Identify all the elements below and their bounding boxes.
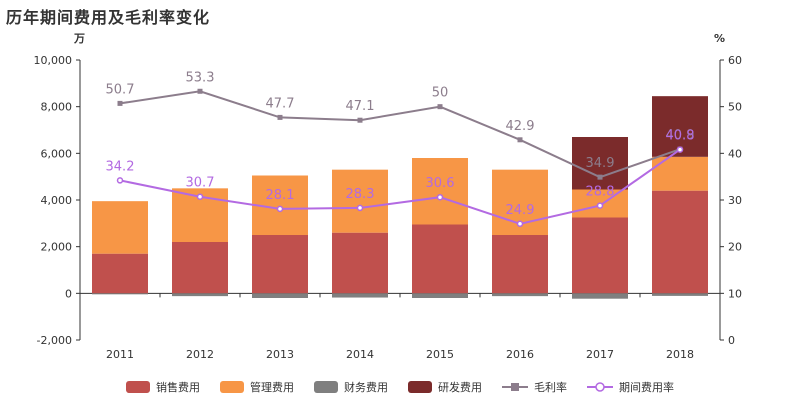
line-marker xyxy=(437,104,443,110)
left-axis-unit: 万 xyxy=(73,32,85,45)
data-label: 28.1 xyxy=(266,188,295,203)
legend-label: 销售费用 xyxy=(156,380,200,394)
right-axis-unit: % xyxy=(714,32,725,45)
right-tick-label: 40 xyxy=(728,147,742,160)
bar-segment xyxy=(332,232,388,294)
legend-swatch xyxy=(126,381,150,393)
data-label: 28.3 xyxy=(346,187,375,202)
x-tick-label: 2018 xyxy=(666,348,694,361)
bar-segment xyxy=(492,293,548,297)
data-label: 50.7 xyxy=(106,82,135,97)
right-tick-label: 20 xyxy=(728,241,742,254)
x-tick-label: 2011 xyxy=(106,348,134,361)
line-marker xyxy=(436,193,444,201)
bar-segment xyxy=(172,293,228,297)
data-label: 42.9 xyxy=(506,119,535,134)
legend: 销售费用 管理费用 财务费用 研发费用 毛利率 期间费用率 xyxy=(126,380,674,394)
left-tick-label: 6,000 xyxy=(41,147,73,160)
bar-segment xyxy=(92,253,148,294)
line-marker xyxy=(117,100,123,106)
legend-label: 期间费用率 xyxy=(619,380,674,394)
bar-segment xyxy=(572,293,628,299)
bar-segment xyxy=(412,158,468,225)
legend-marker xyxy=(511,383,519,391)
line-marker xyxy=(356,204,364,212)
data-label: 50 xyxy=(432,86,449,101)
bar-segment xyxy=(572,217,628,294)
right-tick-label: 0 xyxy=(728,334,735,347)
left-tick-label: 0 xyxy=(65,287,72,300)
legend-marker xyxy=(595,382,605,392)
bar-segment xyxy=(332,293,388,298)
bar-segment xyxy=(652,156,708,191)
line-marker xyxy=(197,88,203,94)
legend-label: 管理费用 xyxy=(250,380,294,394)
line-marker xyxy=(357,117,363,123)
bar-segment xyxy=(492,235,548,294)
line-marker xyxy=(196,193,204,200)
data-label: 34.9 xyxy=(586,156,615,171)
data-label: 40.9 xyxy=(666,128,695,143)
x-tick-label: 2017 xyxy=(586,348,614,361)
legend-label: 财务费用 xyxy=(344,380,388,394)
bar-segment xyxy=(172,242,228,294)
x-tick-label: 2015 xyxy=(426,348,454,361)
right-tick-label: 60 xyxy=(728,54,742,67)
bars-group xyxy=(92,96,708,299)
bar-segment xyxy=(652,293,708,296)
bar-segment xyxy=(92,293,148,295)
line-marker xyxy=(277,114,283,120)
bar-segment xyxy=(252,293,308,298)
legend-swatch xyxy=(408,381,432,393)
line-marker xyxy=(676,146,684,153)
data-labels-group: 50.7 53.3 47.7 47.1 50 42.9 34.9 40.9 34.2 30.7 28… xyxy=(106,70,695,218)
bar-segment xyxy=(92,201,148,254)
left-tick-label: 4,000 xyxy=(41,194,73,207)
data-label: 47.7 xyxy=(266,96,295,111)
bar-segment xyxy=(572,137,628,190)
data-label: 40.8 xyxy=(666,129,695,144)
data-label: 30.7 xyxy=(186,176,215,191)
series-line xyxy=(119,90,681,179)
left-tick-label: -2,000 xyxy=(37,334,72,347)
right-tick-label: 30 xyxy=(728,194,742,207)
line-marker xyxy=(116,177,124,184)
left-tick-label: 8,000 xyxy=(41,101,73,114)
line-marker xyxy=(596,202,604,209)
legend-label: 研发费用 xyxy=(438,380,482,394)
line-marker xyxy=(517,137,523,143)
x-tick-label: 2014 xyxy=(346,348,374,361)
line-marker xyxy=(597,174,603,180)
legend-swatch xyxy=(220,381,244,393)
x-tick-label: 2012 xyxy=(186,348,214,361)
chart-title: 历年期间费用及毛利率变化 xyxy=(6,8,211,27)
bar-segment xyxy=(332,169,388,233)
right-tick-label: 50 xyxy=(728,101,742,114)
bar-segment xyxy=(652,190,708,294)
bar-segment xyxy=(412,293,468,298)
data-label: 47.1 xyxy=(346,99,375,114)
bar-segment xyxy=(412,224,468,294)
lines-group xyxy=(116,88,684,228)
left-tick-label: 10,000 xyxy=(34,54,73,67)
legend-swatch xyxy=(314,381,338,393)
right-tick-label: 10 xyxy=(728,287,742,300)
axes-group: -2,000 0 2,000 4,000 6,000 8,000 10,000 0 10 20 30… xyxy=(34,54,743,361)
series-line xyxy=(119,148,681,225)
legend-label: 毛利率 xyxy=(534,380,567,394)
data-label: 28.8 xyxy=(586,185,615,200)
line-marker xyxy=(276,205,284,213)
x-tick-label: 2016 xyxy=(506,348,534,361)
data-label: 53.3 xyxy=(186,70,215,85)
left-tick-label: 2,000 xyxy=(41,241,73,254)
data-label: 24.9 xyxy=(506,203,535,218)
bar-segment xyxy=(252,235,308,294)
data-label: 34.2 xyxy=(106,159,135,174)
line-marker xyxy=(516,220,524,228)
data-label: 30.6 xyxy=(426,176,455,191)
x-tick-label: 2013 xyxy=(266,348,294,361)
